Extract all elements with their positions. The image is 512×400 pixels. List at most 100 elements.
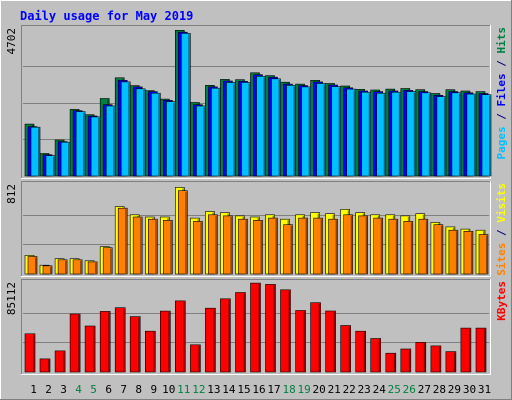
- bar-shade: [50, 266, 52, 274]
- bar-sites-day-24: [373, 217, 384, 275]
- bar-kbytes-day-16: [250, 282, 261, 373]
- bar-shade: [93, 327, 95, 372]
- bar-sites-day-30: [463, 231, 474, 275]
- bar-kbytes-day-8: [129, 316, 141, 373]
- bar-shade: [468, 329, 471, 372]
- bar-shade: [168, 312, 170, 372]
- bar-shade: [455, 231, 458, 274]
- bar-sites-day-8: [132, 216, 143, 275]
- bar-shade: [215, 215, 217, 274]
- bar-shade: [228, 299, 230, 372]
- bar-pages-day-26: [406, 91, 417, 177]
- bar-shade: [423, 343, 426, 372]
- bar-shade: [183, 301, 185, 372]
- bar-sites-day-17: [268, 217, 278, 275]
- day-label-17: 17: [267, 383, 280, 396]
- bar-sites-day-31: [478, 234, 489, 275]
- day-label-13: 13: [207, 383, 220, 396]
- day-labels: 1 2 3 4 5 6 7 8 9 10 11 12 13 14 15 16 17 18 19 20 21 22 23 24 2…: [30, 383, 491, 396]
- bar-pages-day-29: [451, 92, 462, 177]
- bar-shade: [170, 221, 172, 274]
- bar-shade: [408, 350, 411, 372]
- axis-legend-label: Sites / Visits: [495, 183, 508, 276]
- bar-shade: [293, 86, 295, 176]
- bar-pages-day-20: [316, 83, 326, 177]
- bar-pages-day-8: [135, 88, 146, 177]
- bar-pages-day-13: [211, 87, 221, 177]
- bar-kbytes-day-13: [205, 307, 216, 373]
- bar-shade: [140, 218, 142, 274]
- bar-shade: [363, 332, 366, 372]
- panel-hits-files-pages: 4702 Pages / Files / Hits: [5, 25, 508, 179]
- bar-sites-day-1: [27, 256, 38, 275]
- bar-sites-day-20: [313, 217, 323, 275]
- bar-shade: [65, 260, 67, 274]
- day-label-6: 6: [105, 383, 112, 396]
- bar-shade: [338, 87, 341, 176]
- bar-pages-day-11: [181, 33, 191, 177]
- bar-kbytes-day-14: [220, 298, 231, 373]
- bar-pages-day-10: [166, 101, 176, 177]
- series-sites: [27, 190, 489, 275]
- bar-shade: [320, 219, 323, 274]
- bar-shade: [275, 219, 277, 274]
- bar-shade: [489, 95, 491, 176]
- day-label-27: 27: [418, 383, 431, 396]
- day-label-24: 24: [373, 383, 387, 396]
- bar-pages-day-1: [30, 126, 41, 177]
- bar-sites-day-7: [117, 207, 128, 275]
- bar-shade: [80, 260, 82, 274]
- day-label-3: 3: [60, 383, 67, 396]
- bar-sites-day-15: [238, 218, 248, 275]
- bar-pages-day-24: [376, 92, 387, 177]
- bar-shade: [413, 92, 416, 176]
- bar-pages-day-22: [346, 88, 357, 177]
- bar-shade: [63, 351, 65, 372]
- legend-part: /: [495, 223, 508, 243]
- bar-shade: [185, 191, 187, 274]
- bar-sites-day-27: [418, 218, 429, 275]
- bar-shade: [258, 284, 260, 372]
- bar-shade: [108, 312, 110, 372]
- bar-shade: [348, 326, 351, 372]
- bar-shade: [78, 315, 80, 372]
- bar-kbytes-day-22: [340, 325, 352, 373]
- axis-legend-label: KBytes: [495, 281, 508, 321]
- bar-kbytes-day-3: [54, 350, 66, 373]
- bar-pages-day-7: [120, 81, 131, 177]
- bar-kbytes-day-6: [99, 311, 111, 373]
- bar-pages-day-2: [45, 155, 56, 177]
- day-label-8: 8: [135, 383, 142, 396]
- day-label-2: 2: [45, 383, 52, 396]
- day-label-16: 16: [252, 383, 265, 396]
- bar-pages-day-28: [436, 96, 447, 177]
- day-label-20: 20: [312, 383, 325, 396]
- bar-pages-day-14: [226, 82, 236, 177]
- chart-title: Daily usage for May 2019: [20, 9, 193, 23]
- bar-kbytes-day-30: [460, 327, 472, 373]
- day-label-19: 19: [297, 383, 310, 396]
- legend-part: KBytes: [495, 281, 508, 321]
- legend-part: Files: [495, 73, 508, 106]
- day-label-5: 5: [90, 383, 97, 396]
- bar-sites-day-23: [358, 215, 369, 275]
- bar-shade: [38, 128, 40, 176]
- bar-sites-day-2: [42, 265, 53, 275]
- bar-shade: [333, 312, 336, 372]
- bar-shade: [288, 290, 290, 372]
- panel-kbytes: 85112 KBytes: [5, 279, 508, 375]
- bar-pages-day-30: [466, 93, 477, 177]
- day-label-28: 28: [433, 383, 446, 396]
- bar-sites-day-11: [178, 190, 188, 275]
- bar-shade: [443, 97, 446, 176]
- bar-kbytes-day-4: [69, 313, 81, 373]
- bar-shade: [473, 95, 476, 176]
- bar-shade: [260, 221, 262, 274]
- bar-pages-day-23: [361, 91, 372, 177]
- bar-shade: [410, 222, 413, 274]
- bar-sites-day-14: [223, 215, 233, 275]
- bar-kbytes-day-5: [84, 325, 96, 373]
- bar-shade: [458, 93, 461, 176]
- series-kbytes: [24, 282, 487, 373]
